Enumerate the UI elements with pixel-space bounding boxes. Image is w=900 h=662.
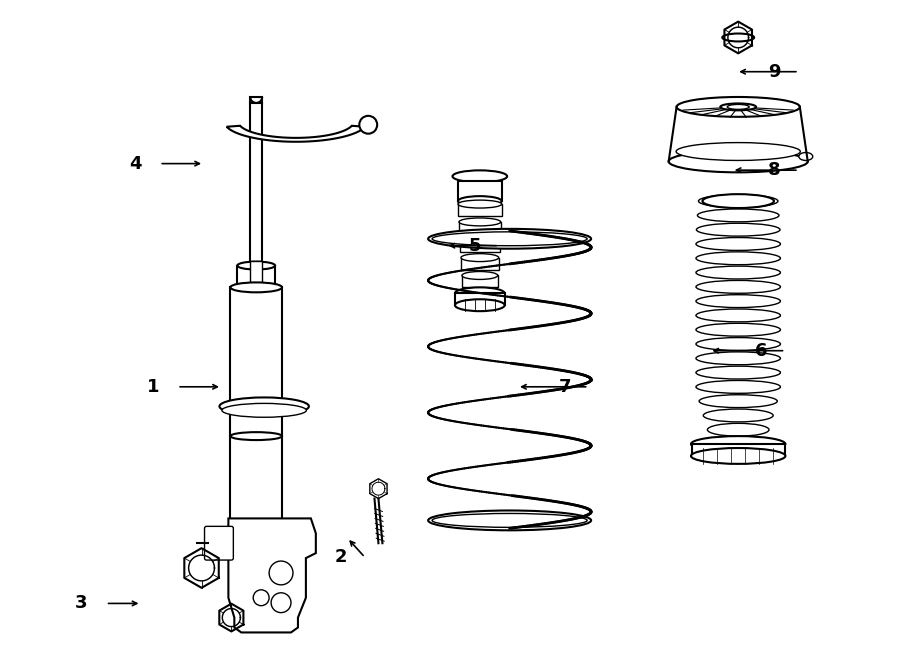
FancyBboxPatch shape (461, 258, 499, 269)
Ellipse shape (238, 283, 275, 291)
Ellipse shape (727, 105, 749, 109)
Ellipse shape (691, 436, 786, 452)
Ellipse shape (696, 352, 780, 365)
Ellipse shape (703, 409, 773, 422)
Ellipse shape (462, 271, 498, 279)
Ellipse shape (699, 395, 778, 408)
Ellipse shape (455, 287, 505, 299)
Circle shape (253, 590, 269, 606)
FancyBboxPatch shape (462, 275, 498, 287)
Circle shape (359, 116, 377, 134)
FancyBboxPatch shape (230, 436, 282, 530)
Text: 4: 4 (129, 155, 141, 173)
Ellipse shape (702, 194, 774, 208)
Ellipse shape (696, 323, 780, 336)
Ellipse shape (696, 295, 780, 308)
Ellipse shape (461, 254, 499, 261)
Ellipse shape (697, 223, 780, 236)
Text: 7: 7 (558, 378, 571, 396)
Ellipse shape (720, 103, 756, 111)
Ellipse shape (696, 338, 780, 350)
Ellipse shape (458, 196, 501, 206)
Ellipse shape (453, 170, 507, 182)
FancyBboxPatch shape (250, 97, 262, 265)
Text: 1: 1 (147, 378, 159, 396)
Ellipse shape (698, 209, 779, 222)
Ellipse shape (432, 232, 587, 246)
Ellipse shape (676, 142, 800, 160)
Ellipse shape (677, 97, 800, 117)
Ellipse shape (696, 309, 780, 322)
Ellipse shape (696, 281, 780, 293)
Ellipse shape (669, 150, 808, 172)
Polygon shape (229, 518, 316, 632)
Ellipse shape (455, 299, 505, 311)
Ellipse shape (230, 283, 282, 293)
Ellipse shape (222, 403, 306, 417)
Text: 5: 5 (469, 236, 482, 255)
FancyBboxPatch shape (250, 261, 262, 293)
Polygon shape (227, 126, 365, 142)
Text: 3: 3 (76, 594, 87, 612)
Ellipse shape (707, 423, 769, 436)
FancyBboxPatch shape (455, 293, 505, 305)
FancyBboxPatch shape (459, 222, 500, 234)
FancyBboxPatch shape (691, 444, 785, 456)
Ellipse shape (220, 397, 309, 415)
FancyBboxPatch shape (238, 265, 275, 287)
Circle shape (269, 561, 293, 585)
Ellipse shape (696, 381, 780, 393)
Ellipse shape (238, 261, 275, 269)
Ellipse shape (432, 514, 587, 528)
FancyBboxPatch shape (458, 204, 501, 216)
Text: 8: 8 (769, 161, 781, 179)
Ellipse shape (428, 510, 591, 530)
Ellipse shape (696, 252, 780, 265)
Ellipse shape (230, 432, 282, 440)
FancyBboxPatch shape (460, 240, 500, 252)
Ellipse shape (459, 218, 500, 226)
Ellipse shape (696, 266, 780, 279)
Ellipse shape (698, 195, 778, 207)
Ellipse shape (723, 34, 754, 42)
Text: 6: 6 (755, 342, 768, 359)
Ellipse shape (428, 229, 591, 249)
Ellipse shape (691, 448, 786, 464)
Ellipse shape (696, 366, 780, 379)
Ellipse shape (460, 236, 500, 244)
Text: 2: 2 (335, 549, 347, 567)
Text: 9: 9 (769, 63, 781, 81)
FancyBboxPatch shape (458, 181, 501, 201)
Ellipse shape (799, 152, 813, 160)
FancyBboxPatch shape (204, 526, 233, 560)
Circle shape (271, 592, 291, 612)
FancyBboxPatch shape (230, 287, 282, 436)
Ellipse shape (458, 200, 501, 208)
Ellipse shape (696, 238, 780, 250)
